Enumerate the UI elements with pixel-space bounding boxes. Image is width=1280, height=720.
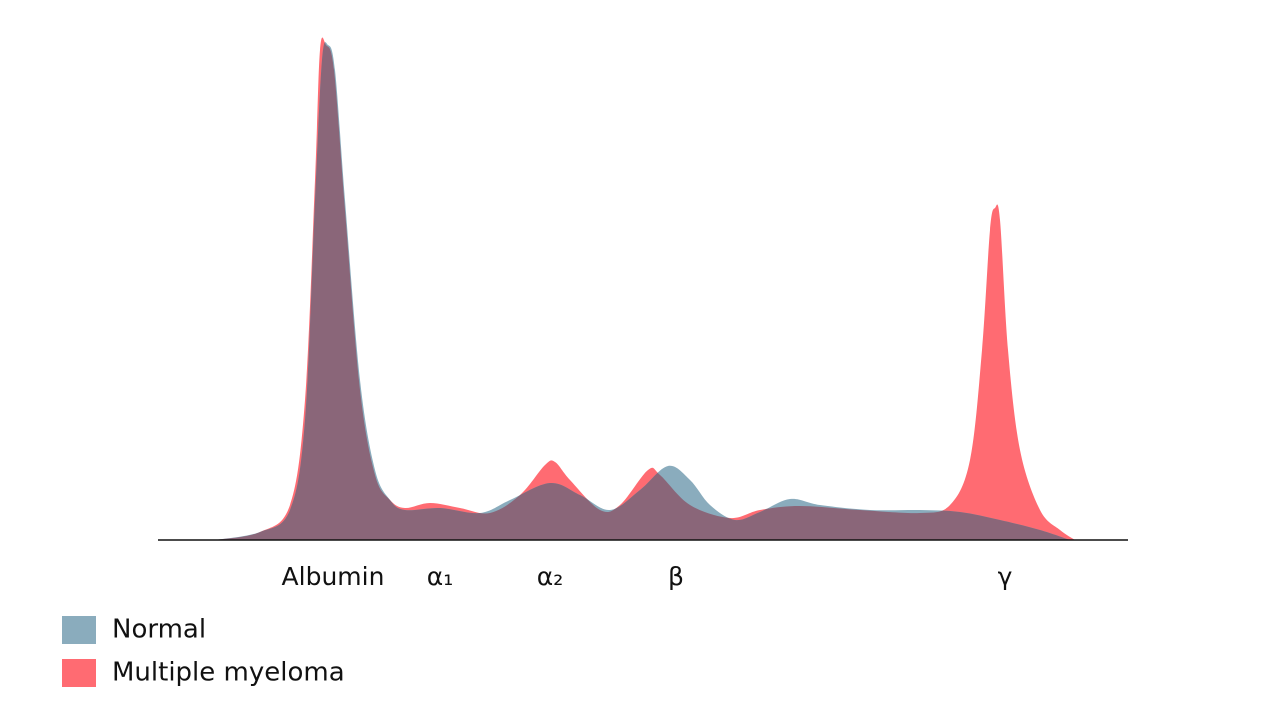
legend-item: Multiple myeloma <box>62 658 345 688</box>
x-tick-label: Albumin <box>282 562 385 591</box>
x-tick-label: α₁ <box>427 562 454 591</box>
x-tick-label: γ <box>998 562 1013 591</box>
overlap-area <box>215 42 1070 540</box>
legend-swatch <box>62 659 96 687</box>
legend-label: Normal <box>112 615 206 645</box>
legend-label: Multiple myeloma <box>112 658 345 688</box>
x-tick-label: α₂ <box>537 562 564 591</box>
legend-item: Normal <box>62 615 206 645</box>
legend-swatch <box>62 616 96 644</box>
x-tick-label: β <box>668 562 684 591</box>
